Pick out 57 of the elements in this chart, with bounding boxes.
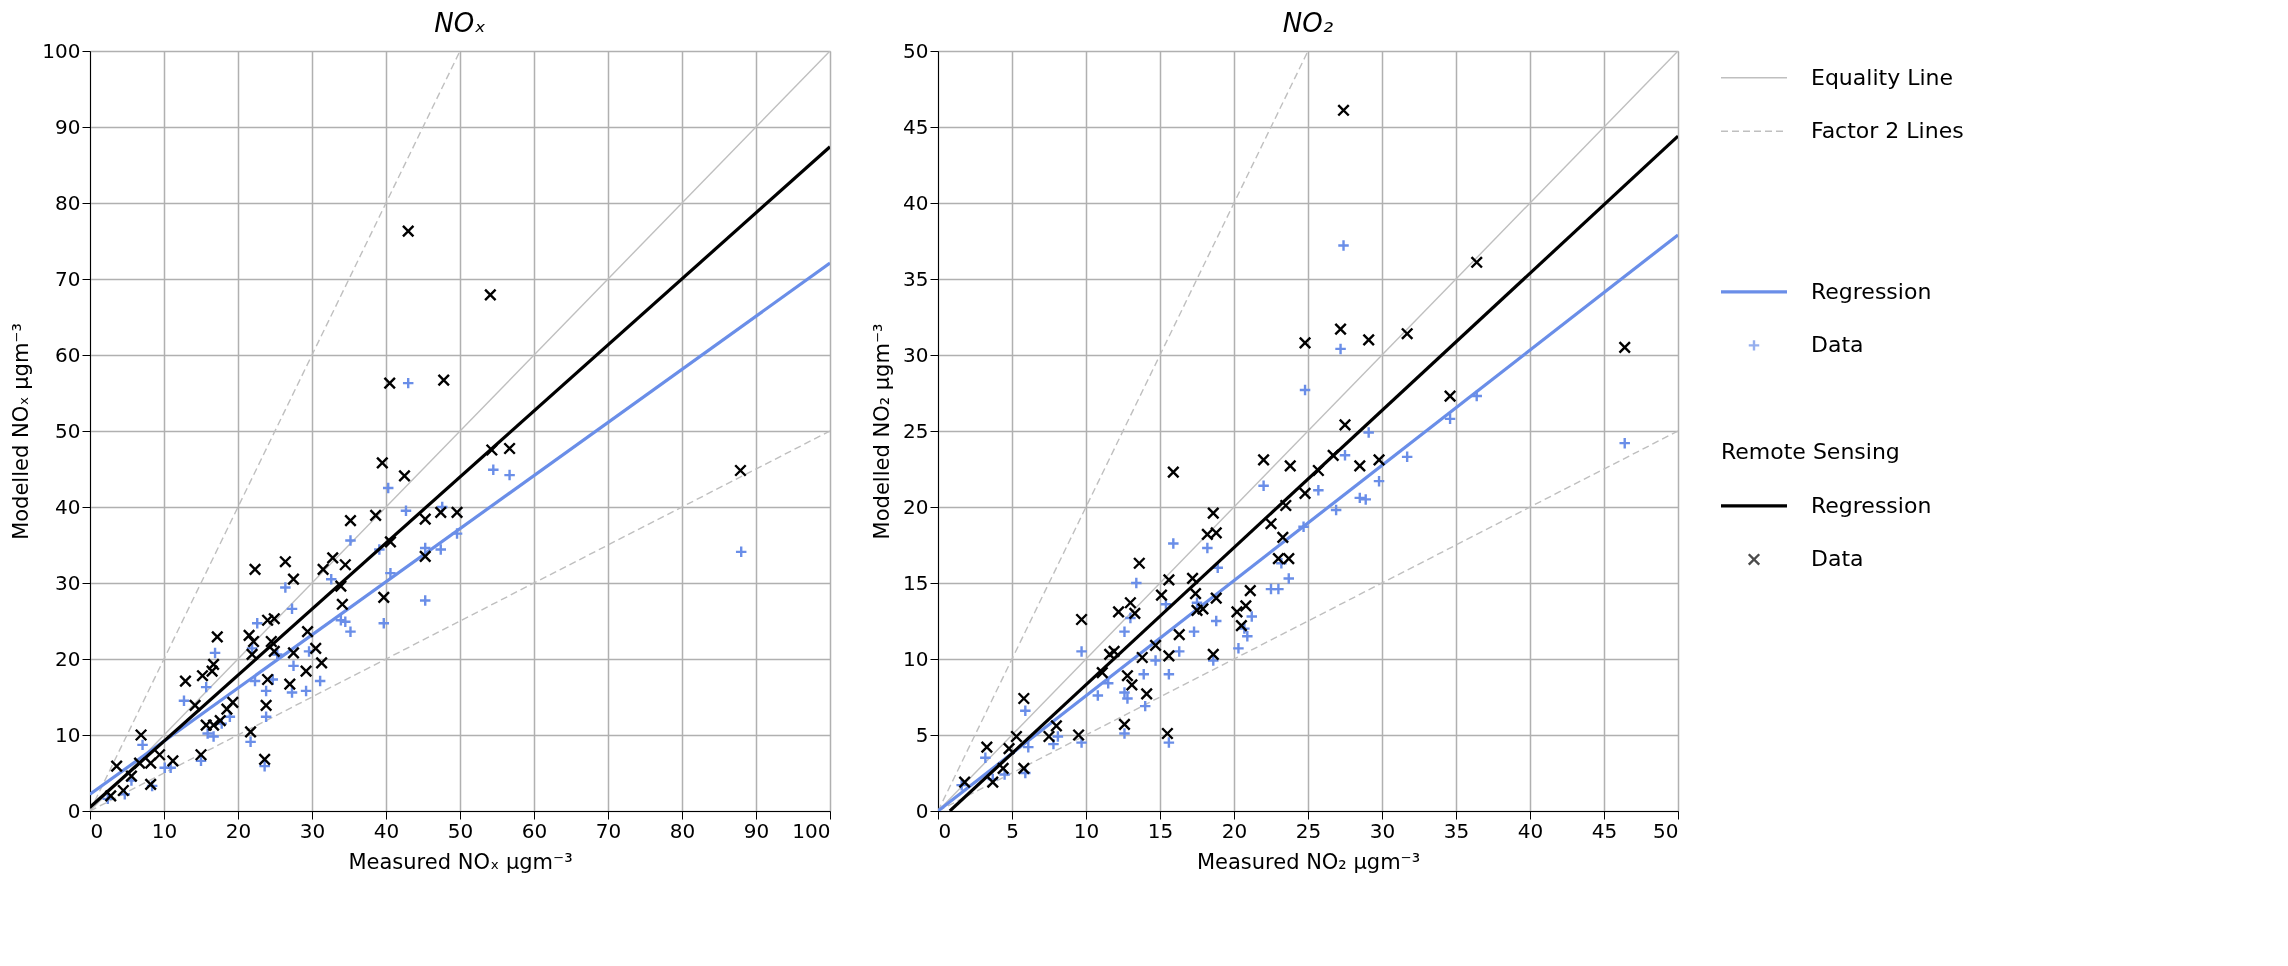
x-tick-label: 50 xyxy=(447,818,474,843)
y-tick-label: 35 xyxy=(903,266,929,291)
x-tick-label: 30 xyxy=(299,818,326,843)
y-tick-label: 20 xyxy=(55,646,81,671)
y-tick-label: 50 xyxy=(903,38,929,63)
x-tick-label: 100 xyxy=(792,818,831,843)
x-axis-title: Measured NOₓ μgm⁻³ xyxy=(348,849,573,874)
x-tick-label: 0 xyxy=(938,818,952,843)
x-tick-label: 40 xyxy=(1517,818,1544,843)
legend-label: Factor 2 Lines xyxy=(1811,118,1964,144)
x-tick-label: 80 xyxy=(669,818,696,843)
x-tick-label: 15 xyxy=(1147,818,1174,843)
x-tick-label: 70 xyxy=(595,818,622,843)
chart-title: NOₓ xyxy=(434,8,486,38)
x-tick-label: 0 xyxy=(90,818,104,843)
x-tick-label: 50 xyxy=(1653,818,1679,843)
legend-label: Equality Line xyxy=(1811,64,1954,90)
legend-label: Data xyxy=(1811,546,1864,572)
y-axis-title: Modelled NOₓ μgm⁻³ xyxy=(9,323,34,540)
x-tick-label: 10 xyxy=(151,818,178,843)
y-tick-label: 70 xyxy=(55,266,81,291)
y-axis-title: Modelled NO₂ μgm⁻³ xyxy=(870,323,895,540)
y-tick-label: 40 xyxy=(55,494,81,519)
legend-label: Regression xyxy=(1811,492,1932,518)
legend-label: Regression xyxy=(1811,278,1932,304)
y-tick-label: 30 xyxy=(55,570,81,595)
y-tick-label: 30 xyxy=(903,342,929,367)
y-tick-label: 90 xyxy=(55,114,81,139)
text: Remote Sensing xyxy=(1721,439,1900,465)
y-tick-label: 25 xyxy=(903,418,929,443)
x-tick-label: 40 xyxy=(373,818,400,843)
x-tick-label: 30 xyxy=(1369,818,1396,843)
x-tick-label: 20 xyxy=(225,818,252,843)
legend-label: Data xyxy=(1811,332,1864,358)
y-tick-label: 5 xyxy=(915,722,929,747)
y-tick-label: 20 xyxy=(903,494,929,519)
y-tick-label: 45 xyxy=(903,114,929,139)
x-tick-label: 90 xyxy=(743,818,770,843)
y-tick-label: 10 xyxy=(903,646,929,671)
x-tick-label: 60 xyxy=(521,818,548,843)
x-tick-label: 25 xyxy=(1295,818,1322,843)
x-axis-title: Measured NO₂ μgm⁻³ xyxy=(1196,849,1421,874)
y-tick-label: 10 xyxy=(55,722,81,747)
y-tick-label: 50 xyxy=(55,418,81,443)
chart-title: NO₂ xyxy=(1282,8,1334,38)
y-tick-label: 60 xyxy=(55,342,81,367)
x-tick-label: 10 xyxy=(1073,818,1100,843)
x-tick-label: 45 xyxy=(1591,818,1618,843)
y-tick-label: 0 xyxy=(915,798,929,823)
y-tick-label: 0 xyxy=(67,798,81,823)
y-tick-label: 100 xyxy=(42,38,81,63)
y-tick-label: 15 xyxy=(903,570,929,595)
y-tick-label: 80 xyxy=(55,190,81,215)
x-tick-label: 20 xyxy=(1221,818,1248,843)
x-tick-label: 35 xyxy=(1443,818,1470,843)
y-tick-label: 40 xyxy=(903,190,929,215)
x-tick-label: 5 xyxy=(1006,818,1019,843)
